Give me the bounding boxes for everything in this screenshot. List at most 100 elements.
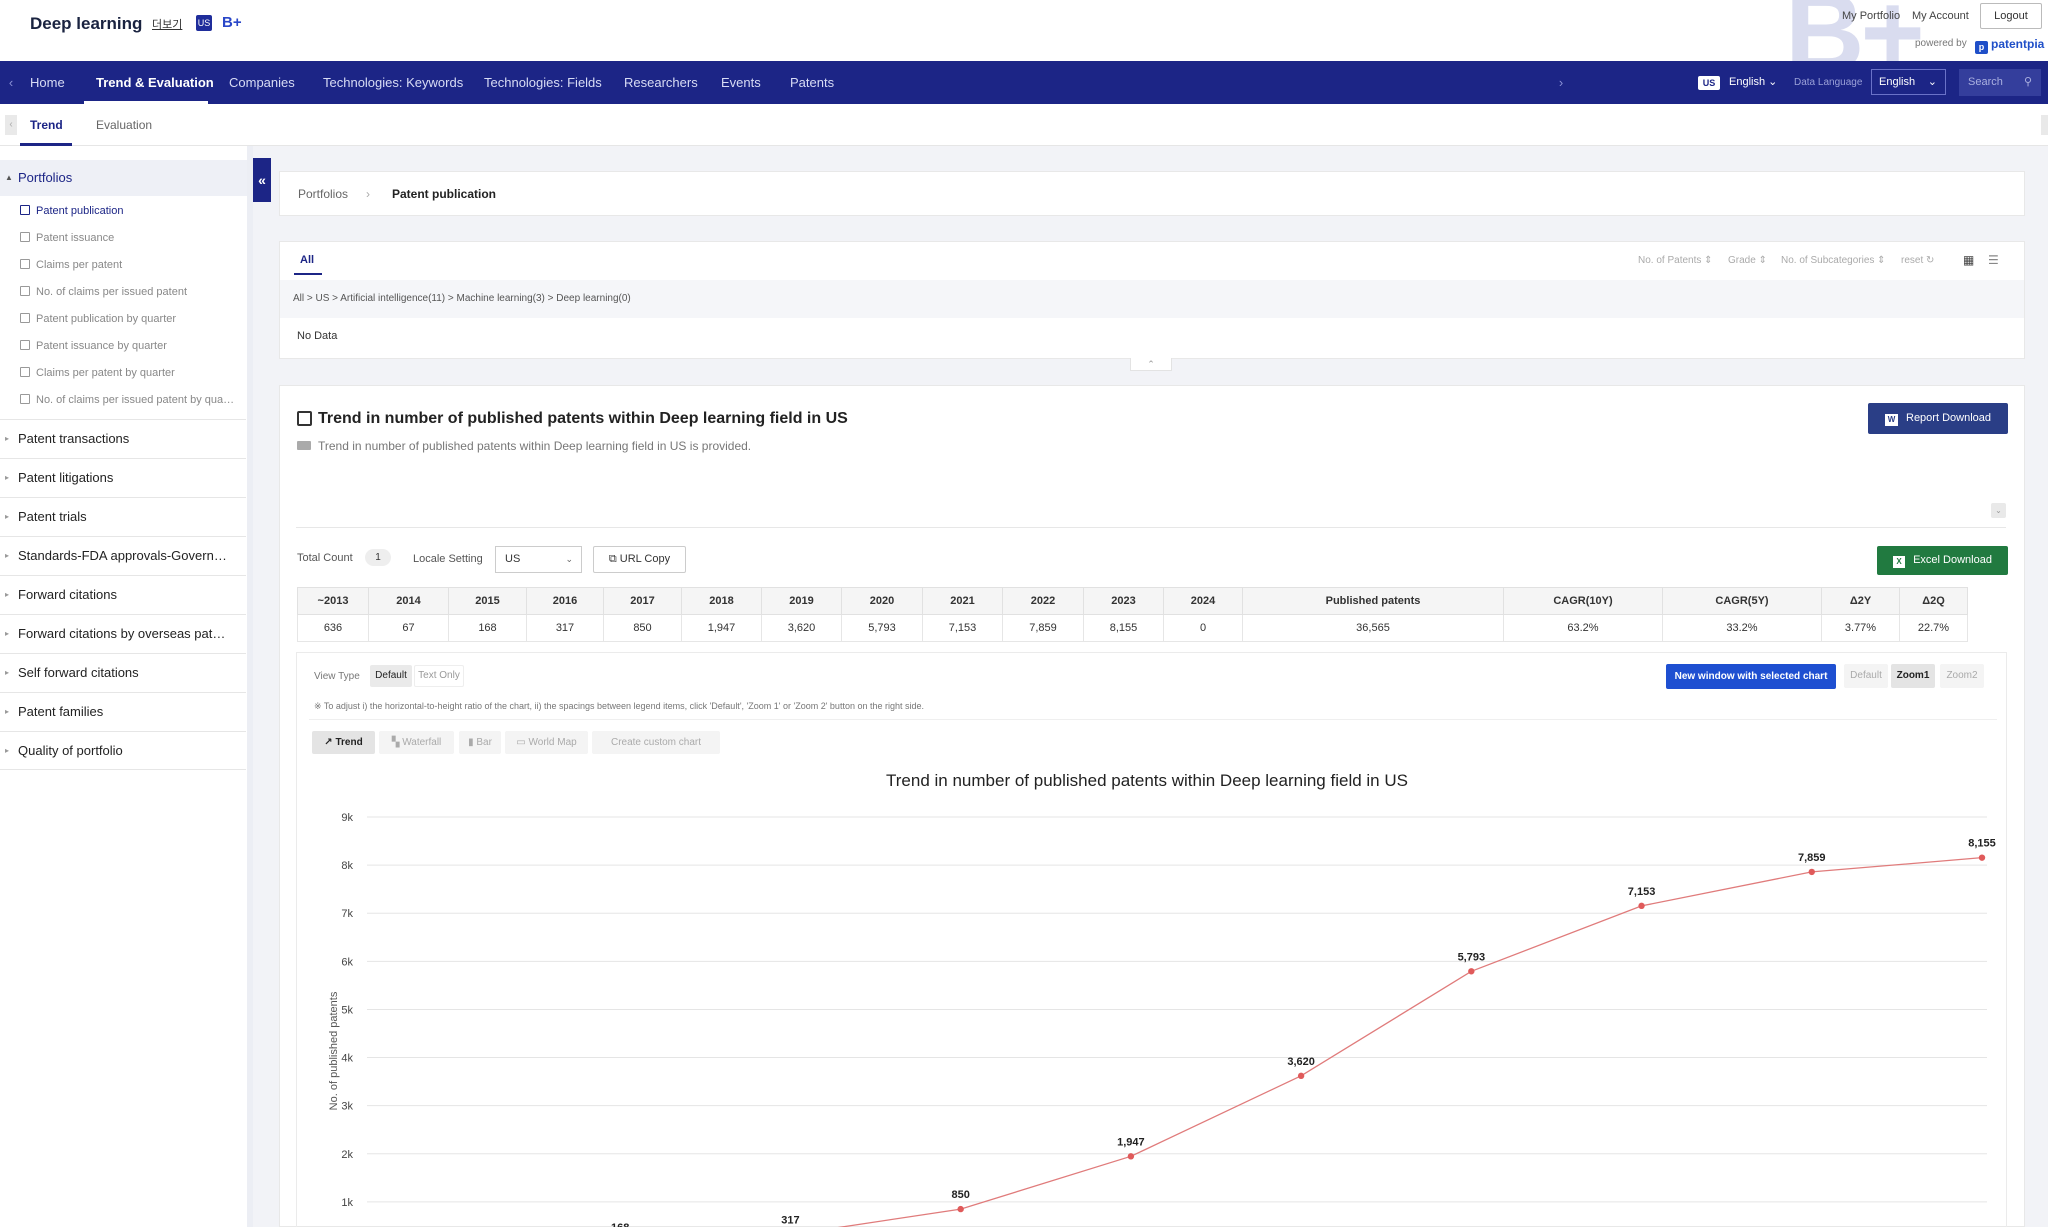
nav-item-trend-evaluation[interactable]: Trend & Evaluation — [96, 75, 214, 90]
report-download-button[interactable]: W Report Download — [1868, 403, 2008, 434]
table-header-cell: 2022 — [1002, 587, 1084, 615]
nav-item-researchers[interactable]: Researchers — [624, 75, 698, 90]
sort-no-of-patents[interactable]: No. of Patents ⇕ — [1638, 255, 1713, 266]
subtab-next-arrow-icon[interactable] — [2041, 115, 2048, 135]
chart-points — [957, 854, 1986, 1213]
category-path[interactable]: All > US > Artificial intelligence(11) >… — [293, 293, 631, 304]
sidebar-item-claims-per-issued-patent[interactable]: No. of claims per issued patent — [20, 286, 242, 298]
search-icon[interactable]: ⚲ — [2023, 76, 2032, 88]
more-link[interactable]: 더보기 — [152, 19, 183, 31]
data-point[interactable] — [1468, 968, 1475, 975]
sidebar-section-self-forward-citations[interactable]: ▸ Self forward citations — [0, 653, 246, 692]
data-point[interactable] — [957, 1205, 964, 1213]
data-point[interactable] — [1638, 902, 1645, 910]
top-header: Deep learning 더보기 US B+ B+ My Portfolio … — [0, 0, 2048, 88]
search-placeholder: Search — [1968, 76, 2003, 88]
sidebar-item-claims-by-quarter[interactable]: Claims per patent by quarter — [20, 367, 242, 379]
chart-tab-create-custom[interactable]: Create custom chart — [592, 731, 720, 754]
my-account-link[interactable]: My Account — [1912, 10, 1969, 22]
new-window-button[interactable]: New window with selected chart — [1666, 664, 1836, 689]
collapse-filter-icon[interactable]: ⌃ — [1130, 358, 1172, 371]
zoom-default-button[interactable]: Default — [1844, 664, 1888, 688]
nav-item-home[interactable]: Home — [30, 75, 65, 90]
sidebar-item-patent-issuance[interactable]: Patent issuance — [20, 232, 242, 244]
data-language-label: Data Language — [1794, 77, 1863, 88]
chart-tab-trend[interactable]: ↗ Trend — [312, 731, 375, 754]
sidebar-section-portfolios[interactable]: ▲ Portfolios — [0, 160, 249, 196]
chart-tab-world-map[interactable]: ▭ World Map — [505, 731, 588, 754]
sort-label: Grade — [1728, 255, 1756, 266]
table-cell: 1,947 — [681, 614, 762, 642]
list-view-icon[interactable]: ☰ — [1988, 253, 1999, 267]
sort-grade[interactable]: Grade ⇕ — [1728, 255, 1767, 266]
logout-button[interactable]: Logout — [1980, 3, 2042, 29]
data-language-select[interactable]: English ⌄ — [1871, 69, 1946, 95]
sidebar-item-issuance-by-quarter[interactable]: Patent issuance by quarter — [20, 340, 242, 352]
data-point[interactable] — [1127, 1153, 1135, 1160]
table-header-cell: 2017 — [603, 587, 682, 615]
nav-item-companies[interactable]: Companies — [229, 75, 295, 90]
view-type-text-only-button[interactable]: Text Only — [414, 665, 464, 687]
sidebar-section-patent-transactions[interactable]: ▸ Patent transactions — [0, 419, 246, 458]
sidebar-section-standards[interactable]: ▸ Standards-FDA approvals-Govern… — [0, 536, 246, 575]
language-value: English — [1729, 76, 1766, 88]
data-label: 317 — [781, 1215, 799, 1227]
grid-view-icon[interactable]: ▦ — [1963, 253, 1975, 267]
reset-button[interactable]: reset ↻ — [1901, 255, 1934, 266]
nav-item-patents[interactable]: Patents — [790, 75, 835, 90]
y-tick-label: 2k — [341, 1149, 353, 1161]
table-cell: 0 — [1163, 614, 1243, 642]
filter-tab-all[interactable]: All — [300, 254, 315, 266]
tab-evaluation[interactable]: Evaluation — [96, 118, 153, 132]
sidebar-section-patent-families[interactable]: ▸ Patent families — [0, 692, 246, 731]
patentpia-logo[interactable]: p patentpia — [1975, 37, 2044, 54]
sidebar-item-claims-issued-by-quarter[interactable]: No. of claims per issued patent by qua… — [20, 394, 242, 406]
data-label: 7,153 — [1628, 886, 1656, 898]
data-label: 5,793 — [1458, 951, 1486, 963]
caret-right-icon: ▸ — [5, 512, 10, 521]
collapse-sidebar-icon[interactable]: « — [253, 158, 271, 202]
excel-download-button[interactable]: X Excel Download — [1877, 546, 2008, 575]
table-header-cell: 2020 — [841, 587, 923, 615]
sidebar-item-claims-per-patent[interactable]: Claims per patent — [20, 259, 242, 271]
sidebar-item-patent-publication[interactable]: Patent publication — [20, 205, 242, 217]
table-header-cell: 2023 — [1083, 587, 1164, 615]
my-portfolio-link[interactable]: My Portfolio — [1842, 10, 1901, 22]
bar-chart-icon: ▮ — [468, 737, 474, 748]
sidebar-item-publication-by-quarter[interactable]: Patent publication by quarter — [20, 313, 242, 325]
sidebar-section-patent-litigations[interactable]: ▸ Patent litigations — [0, 458, 246, 497]
breadcrumb-root[interactable]: Portfolios — [298, 187, 349, 201]
nav-item-technologies-keywords[interactable]: Technologies: Keywords — [323, 75, 464, 90]
search-input[interactable]: Search ⚲ — [1959, 69, 2041, 96]
table-header-cell: CAGR(5Y) — [1662, 587, 1822, 615]
chart-tab-bar[interactable]: ▮ Bar — [459, 731, 501, 754]
subtab-prev-arrow-icon[interactable]: ‹ — [5, 115, 17, 135]
data-point[interactable] — [1978, 854, 1986, 861]
chevron-down-icon[interactable]: ⌄ — [1991, 503, 2006, 518]
nav-prev-arrow-icon[interactable]: ‹ — [8, 75, 14, 90]
data-label: 850 — [951, 1189, 969, 1201]
nav-item-events[interactable]: Events — [721, 75, 761, 90]
sort-no-of-subcategories[interactable]: No. of Subcategories ⇕ — [1781, 255, 1886, 266]
sort-icon: ⇕ — [1758, 255, 1767, 266]
sidebar-section-forward-citations[interactable]: ▸ Forward citations — [0, 575, 246, 614]
series-line — [837, 857, 1983, 1227]
sidebar-section-patent-trials[interactable]: ▸ Patent trials — [0, 497, 246, 536]
data-point[interactable] — [1297, 1072, 1305, 1080]
view-type-default-button[interactable]: Default — [370, 665, 412, 687]
nav-next-arrow-icon[interactable]: › — [1558, 75, 1564, 90]
sidebar-section-quality-of-portfolio[interactable]: ▸ Quality of portfolio — [0, 731, 246, 770]
table-cell: 5,793 — [841, 614, 923, 642]
zoom2-button[interactable]: Zoom2 — [1940, 664, 1984, 688]
sidebar-section-forward-citations-overseas[interactable]: ▸ Forward citations by overseas pat… — [0, 614, 246, 653]
data-point[interactable] — [1808, 868, 1815, 876]
url-copy-button[interactable]: ⧉ URL Copy — [593, 546, 686, 573]
divider — [309, 719, 1997, 720]
chart-tab-waterfall[interactable]: ▚ Waterfall — [379, 731, 454, 754]
locale-select[interactable]: US ⌄ — [495, 546, 582, 573]
tab-trend[interactable]: Trend — [30, 118, 63, 132]
table-header-cell: 2018 — [681, 587, 762, 615]
nav-item-technologies-fields[interactable]: Technologies: Fields — [484, 75, 602, 90]
language-selector[interactable]: English ⌄ — [1729, 61, 1777, 104]
zoom1-button[interactable]: Zoom1 — [1891, 664, 1935, 688]
